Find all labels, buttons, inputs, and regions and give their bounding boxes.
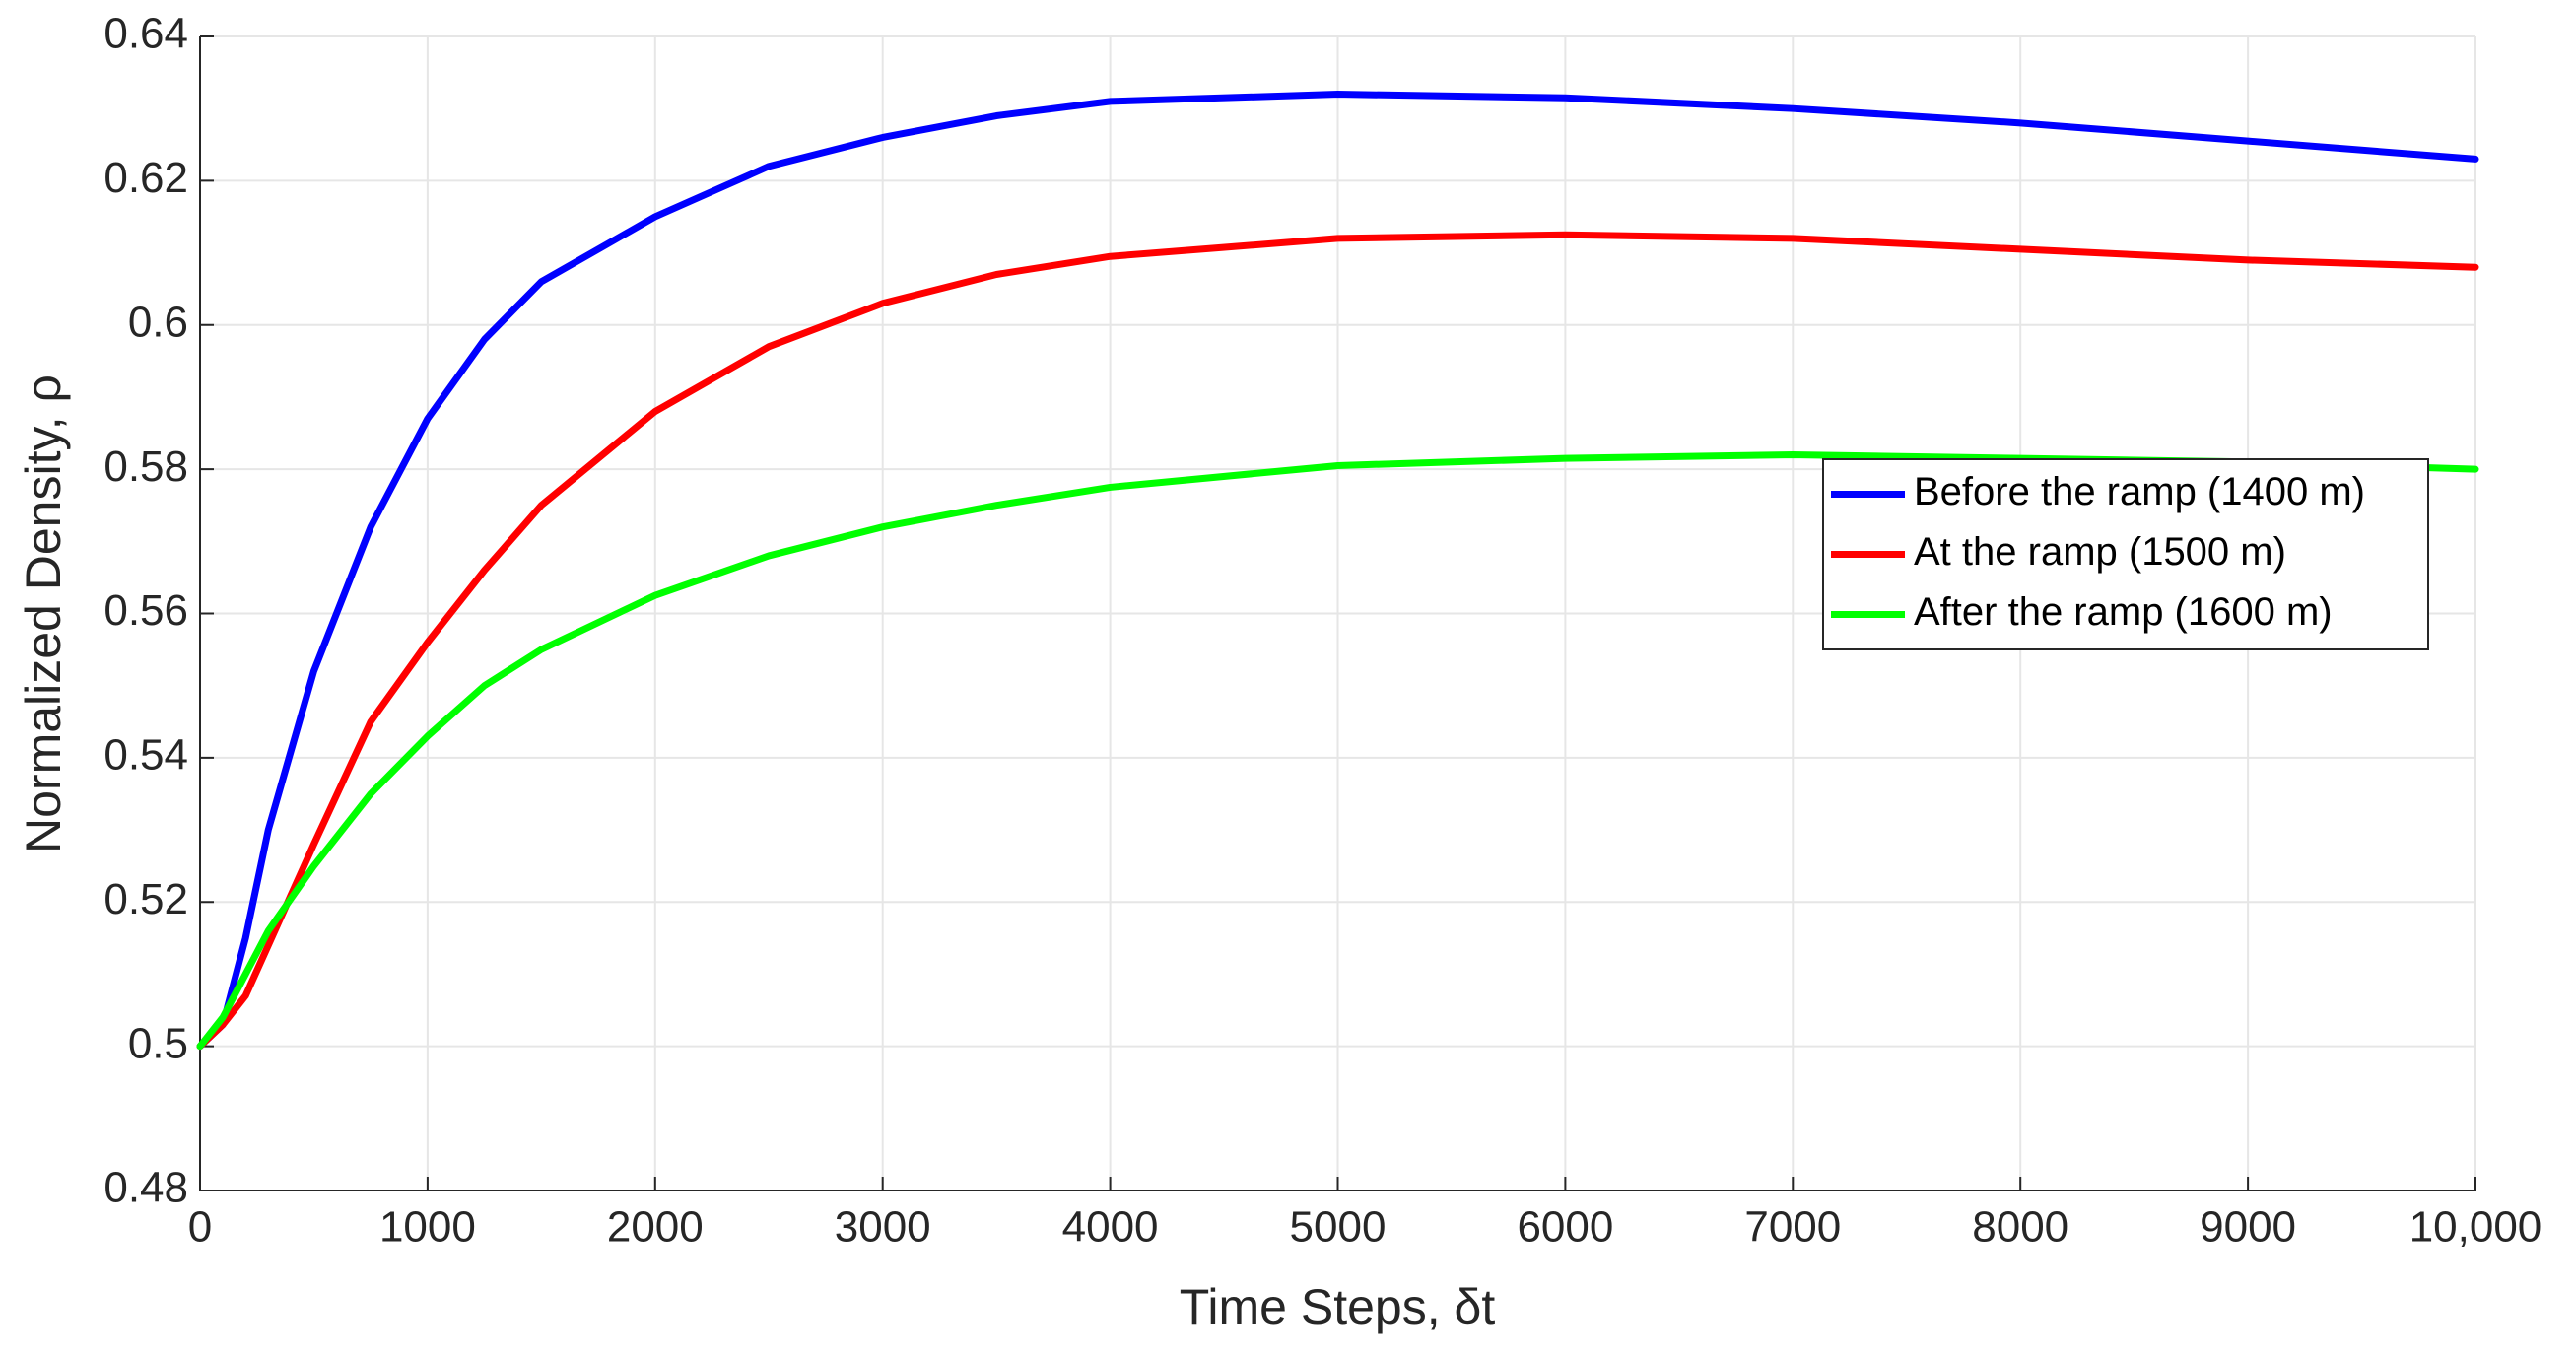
legend: Before the ramp (1400 m) At the ramp (150… [1822,458,2429,650]
legend-label: Before the ramp (1400 m) [1914,470,2365,513]
series-line [196,450,2479,1051]
y-tick-label: 0.48 [103,1164,188,1212]
y-tick-label: 0.52 [103,875,188,923]
x-axis-label: Time Steps, δt [1180,1279,1496,1334]
x-tick-label: 10,000 [2409,1203,2542,1252]
series-line [196,91,2479,1051]
y-tick-label: 0.58 [103,442,188,491]
legend-label: At the ramp (1500 m) [1914,530,2286,574]
legend-label: After the ramp (1600 m) [1914,590,2333,634]
y-tick-label: 0.6 [128,298,188,346]
y-tick-label: 0.62 [103,154,188,202]
x-tick-label: 7000 [1744,1203,1841,1252]
x-tick-label: 1000 [379,1203,476,1252]
y-axis-label: Normalized Density, ρ [16,374,71,853]
y-tick-label: 0.54 [103,731,188,780]
series-line [196,231,2479,1051]
y-tick-label: 0.64 [103,10,188,58]
x-tick-label: 2000 [607,1203,704,1252]
x-tick-label: 6000 [1517,1203,1613,1252]
legend-box [1822,458,2429,650]
x-tick-label: 3000 [835,1203,931,1252]
x-tick-label: 9000 [2200,1203,2296,1252]
y-tick-label: 0.56 [103,586,188,635]
y-tick-label: 0.5 [128,1019,188,1067]
x-tick-label: 4000 [1062,1203,1159,1252]
x-tick-label: 8000 [1972,1203,2068,1252]
x-tick-label: 0 [188,1203,212,1252]
x-tick-label: 5000 [1290,1203,1387,1252]
